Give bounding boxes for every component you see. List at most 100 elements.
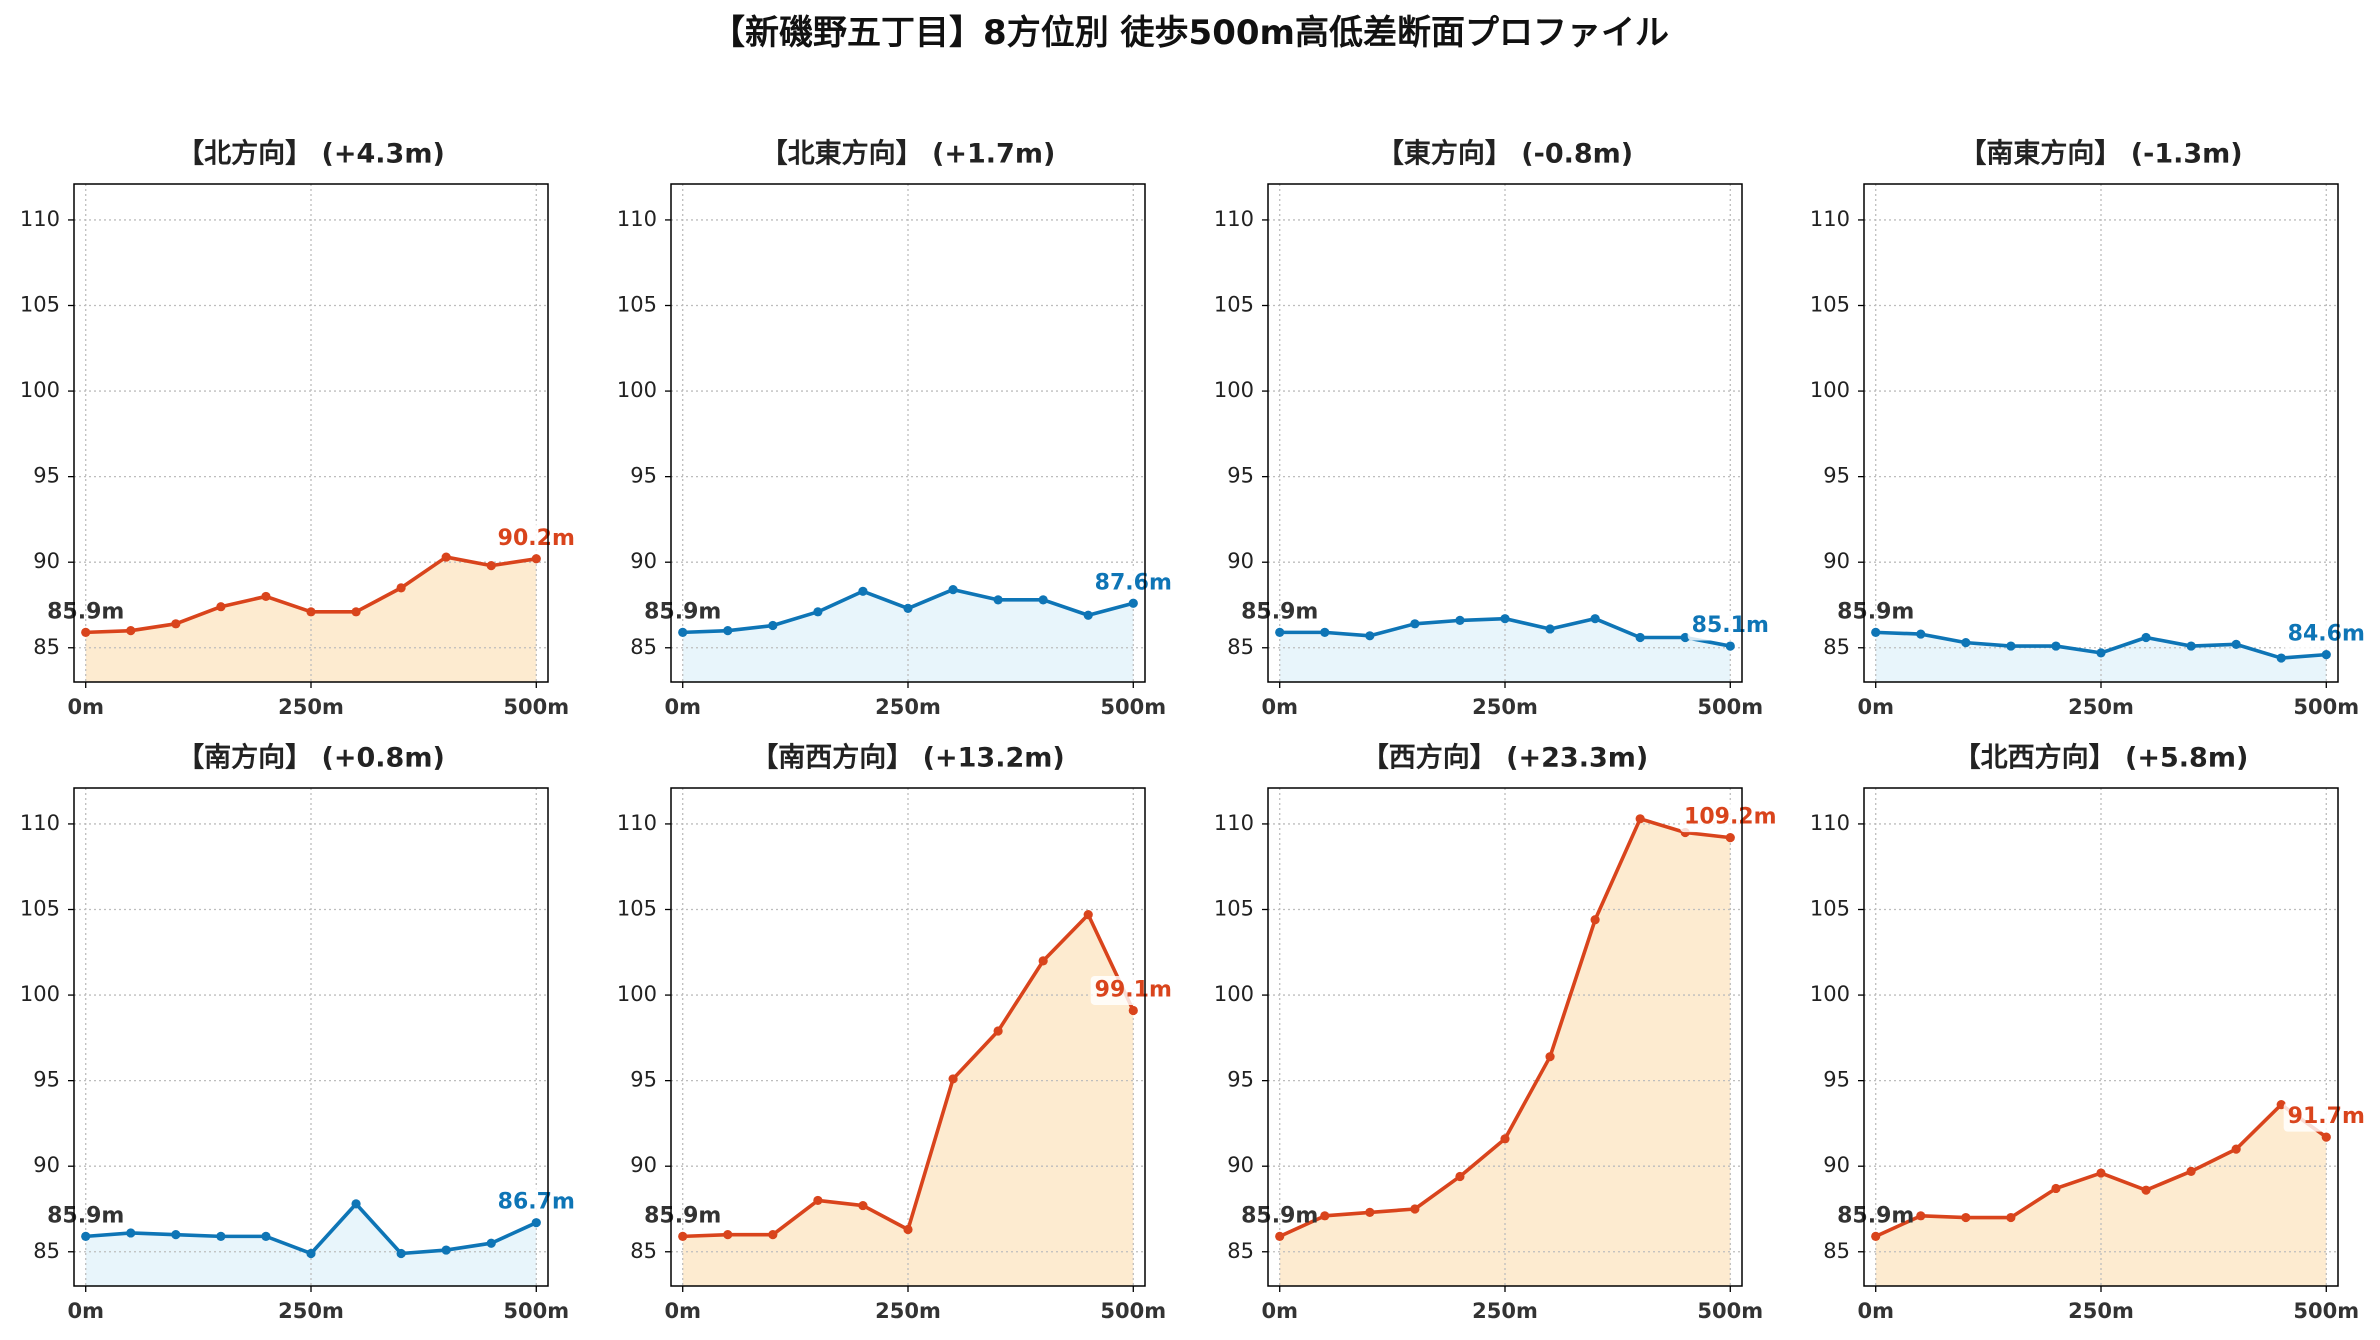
y-tick-label: 110 — [20, 811, 60, 835]
axes-frame — [670, 787, 1146, 1287]
y-tick-label: 100 — [20, 982, 60, 1006]
data-point — [768, 1230, 778, 1240]
data-point — [2096, 1168, 2106, 1178]
x-tick-label: 500m — [503, 695, 569, 719]
end-label-box — [2283, 620, 2369, 650]
data-point — [993, 1026, 1003, 1036]
data-point — [1916, 629, 1926, 639]
start-elevation-label: 85.9m — [47, 1203, 124, 1228]
axes-frame — [73, 183, 549, 683]
x-tick-label: 500m — [1100, 1299, 1166, 1323]
y-tick-label: 105 — [20, 897, 60, 921]
panel-southeast: 【南東方向】 (-1.3m) 85 90 95 100 105 110 0m 250m 500m 8… — [1810, 138, 2369, 719]
data-point — [1635, 814, 1645, 824]
data-point — [306, 1248, 316, 1259]
data-point — [261, 1231, 271, 1241]
data-point — [216, 602, 226, 612]
data-point — [2141, 1185, 2151, 1195]
y-tick-label: 110 — [617, 811, 657, 835]
end-label-box — [2283, 1102, 2369, 1132]
y-tick-label: 100 — [20, 378, 60, 402]
panel-northeast: 【北東方向】 (+1.7m) 85 90 95 100 105 110 0m 250m 500m 8… — [617, 138, 1176, 719]
y-tick-label: 105 — [617, 897, 657, 921]
y-tick-label: 90 — [1823, 1153, 1850, 1177]
data-point — [1871, 627, 1881, 637]
data-point — [723, 626, 733, 636]
data-point — [171, 619, 181, 629]
y-tick-label: 95 — [1227, 464, 1254, 488]
data-point — [813, 607, 823, 617]
y-tick-label: 110 — [617, 207, 657, 231]
data-point — [1410, 619, 1420, 629]
data-point — [81, 1231, 91, 1241]
y-tick-label: 90 — [33, 549, 60, 573]
x-tick-label: 500m — [1100, 695, 1166, 719]
y-tick-label: 100 — [1810, 378, 1850, 402]
end-elevation-label: 109.2m — [1684, 805, 1777, 830]
data-point — [948, 1074, 958, 1084]
y-tick-label: 90 — [1227, 1153, 1254, 1177]
x-tick-label: 500m — [1697, 1299, 1763, 1323]
panel-west: 【西方向】 (+23.3m) 85 90 95 100 105 110 0m 250m 500m 8… — [1214, 742, 1781, 1323]
data-point — [216, 1231, 226, 1241]
data-point — [2096, 648, 2106, 658]
panel-northwest: 【北西方向】 (+5.8m) 85 90 95 100 105 110 0m 250m 500m 8… — [1810, 742, 2369, 1323]
data-point — [2276, 653, 2286, 663]
x-tick-label: 500m — [503, 1299, 569, 1323]
data-point — [1725, 833, 1735, 843]
y-tick-label: 90 — [1823, 549, 1850, 573]
data-point — [1961, 1212, 1971, 1223]
data-point — [396, 583, 406, 593]
data-point — [2006, 641, 2016, 651]
y-tick-label: 105 — [617, 293, 657, 317]
panel-north: 【北方向】 (+4.3m) 85 90 95 100 105 110 0m 250m 500m 85… — [20, 138, 579, 719]
start-elevation-label: 85.9m — [47, 599, 124, 624]
x-tick-label: 250m — [2068, 1299, 2134, 1323]
data-point — [531, 1218, 541, 1228]
start-elevation-label: 85.9m — [644, 1203, 721, 1228]
x-tick-label: 0m — [664, 1299, 701, 1323]
panel-title: 【北西方向】 (+5.8m) — [1954, 742, 2249, 774]
data-point — [1500, 614, 1510, 624]
data-point — [1545, 624, 1555, 634]
data-point — [351, 607, 361, 617]
x-tick-label: 250m — [1472, 695, 1538, 719]
y-tick-label: 90 — [1227, 549, 1254, 573]
data-point — [1410, 1204, 1420, 1214]
panel-title: 【東方向】 (-0.8m) — [1377, 138, 1633, 170]
panel-title: 【南方向】 (+0.8m) — [177, 742, 445, 774]
y-tick-label: 100 — [617, 378, 657, 402]
data-point — [486, 561, 496, 571]
data-point — [1365, 631, 1375, 641]
data-point — [126, 1228, 136, 1238]
data-point — [1635, 632, 1645, 643]
panel-south: 【南方向】 (+0.8m) 85 90 95 100 105 110 0m 250m 500m 85… — [20, 742, 579, 1323]
data-point — [2231, 639, 2241, 649]
y-tick-label: 100 — [1214, 378, 1254, 402]
y-tick-label: 95 — [1227, 1068, 1254, 1092]
x-tick-label: 500m — [2293, 1299, 2359, 1323]
x-tick-label: 250m — [278, 695, 344, 719]
panel-title: 【南東方向】 (-1.3m) — [1959, 138, 2242, 170]
data-point — [2186, 641, 2196, 651]
data-point — [1961, 638, 1971, 648]
y-tick-label: 100 — [1810, 982, 1850, 1006]
x-tick-label: 250m — [875, 1299, 941, 1323]
data-point — [171, 1230, 181, 1240]
data-point — [948, 584, 958, 595]
x-tick-label: 250m — [278, 1299, 344, 1323]
data-point — [486, 1238, 496, 1248]
data-point — [1725, 641, 1735, 651]
y-tick-label: 95 — [33, 464, 60, 488]
axes-frame — [1267, 787, 1743, 1287]
end-elevation-label: 90.2m — [498, 526, 575, 551]
y-tick-label: 85 — [33, 1239, 60, 1263]
axes-frame — [73, 787, 549, 1287]
data-point — [993, 595, 1003, 605]
data-point — [2051, 1183, 2061, 1194]
data-point — [261, 591, 271, 602]
data-point — [768, 620, 778, 631]
data-point — [306, 607, 316, 617]
x-tick-label: 500m — [1697, 695, 1763, 719]
